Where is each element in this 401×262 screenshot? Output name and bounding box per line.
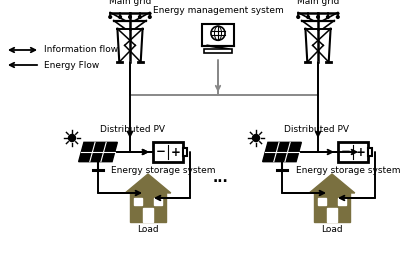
- Polygon shape: [309, 174, 355, 193]
- Circle shape: [69, 134, 75, 141]
- Text: Energy storage system: Energy storage system: [296, 166, 400, 175]
- Circle shape: [253, 134, 259, 141]
- Text: Load: Load: [321, 226, 343, 234]
- Text: Distributed PV: Distributed PV: [100, 125, 165, 134]
- Bar: [204, 49, 232, 53]
- Circle shape: [109, 16, 111, 18]
- Text: Energy Flow: Energy Flow: [44, 61, 99, 69]
- Bar: [143, 208, 153, 221]
- Bar: [314, 193, 350, 221]
- Bar: [183, 148, 187, 156]
- Bar: [202, 24, 234, 46]
- Text: +: +: [356, 145, 366, 159]
- Polygon shape: [79, 142, 117, 162]
- Circle shape: [148, 16, 151, 18]
- Circle shape: [317, 16, 319, 18]
- Text: Energy storage system: Energy storage system: [111, 166, 215, 175]
- Text: −: −: [340, 145, 350, 159]
- Bar: [327, 208, 337, 221]
- Circle shape: [326, 16, 329, 18]
- Text: +: +: [171, 145, 180, 159]
- Text: Energy management system: Energy management system: [153, 6, 284, 15]
- Bar: [130, 193, 166, 221]
- Circle shape: [336, 16, 339, 18]
- Bar: [154, 198, 162, 205]
- Circle shape: [307, 16, 310, 18]
- Bar: [318, 198, 326, 205]
- Text: Distributed PV: Distributed PV: [284, 125, 349, 134]
- Bar: [338, 141, 368, 162]
- Bar: [368, 148, 372, 156]
- Bar: [338, 198, 346, 205]
- Text: ...: ...: [212, 171, 228, 185]
- Polygon shape: [263, 142, 302, 162]
- Circle shape: [119, 16, 122, 18]
- Text: −: −: [156, 145, 165, 159]
- Bar: [134, 198, 142, 205]
- Text: Load: Load: [137, 226, 159, 234]
- Circle shape: [139, 16, 141, 18]
- Text: Main grid: Main grid: [109, 0, 151, 6]
- Text: Main grid: Main grid: [297, 0, 339, 6]
- Text: Information flow: Information flow: [44, 46, 118, 54]
- Polygon shape: [125, 174, 171, 193]
- Circle shape: [129, 16, 132, 18]
- Circle shape: [297, 16, 300, 18]
- Bar: [153, 141, 183, 162]
